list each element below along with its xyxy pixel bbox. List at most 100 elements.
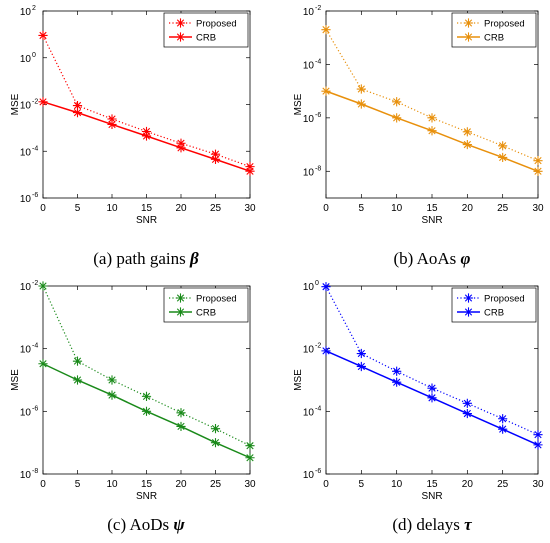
data-point <box>72 100 83 111</box>
data-point <box>175 32 186 42</box>
data-point <box>498 152 508 163</box>
data-point <box>210 424 221 434</box>
caption-symbol: ψ <box>173 515 185 534</box>
x-tick-label: 20 <box>462 203 474 214</box>
data-point <box>533 440 543 450</box>
x-tick-label: 0 <box>323 203 329 214</box>
legend: Proposed CRB <box>163 287 249 323</box>
data-point <box>176 421 186 432</box>
legend-label: Proposed <box>196 294 237 305</box>
data-point <box>72 375 83 385</box>
x-tick-label: 30 <box>532 479 544 490</box>
data-point <box>210 149 221 159</box>
data-point <box>356 361 366 372</box>
y-tick-label: 10 <box>20 194 32 205</box>
x-tick-label: 10 <box>391 479 403 490</box>
data-point <box>427 126 437 136</box>
data-point <box>463 307 474 317</box>
y-tick-exponent: -6 <box>32 405 38 412</box>
x-tick-label: 30 <box>244 203 256 214</box>
x-tick-label: 10 <box>106 479 118 490</box>
data-point <box>356 348 366 359</box>
x-axis-label: SNR <box>421 215 442 226</box>
data-point <box>107 375 117 385</box>
data-point <box>498 414 508 424</box>
data-point <box>321 346 331 356</box>
y-tick-exponent: -2 <box>32 99 38 106</box>
legend: Proposed CRB <box>451 12 537 48</box>
data-point <box>210 438 221 448</box>
data-point <box>427 113 437 123</box>
data-point <box>462 139 472 150</box>
legend: Proposed CRB <box>163 12 249 48</box>
data-point <box>356 99 366 109</box>
x-tick-label: 25 <box>497 479 509 490</box>
data-point <box>321 25 331 35</box>
caption-symbol: β <box>189 249 199 268</box>
data-point <box>462 398 472 408</box>
data-point <box>462 127 472 137</box>
legend-label: Proposed <box>196 19 237 30</box>
panel-caption: (d) delays τ <box>392 515 472 534</box>
data-point <box>392 377 402 387</box>
y-tick-exponent: -2 <box>32 280 38 287</box>
caption-symbol: τ <box>464 515 472 534</box>
legend-label: Proposed <box>484 19 525 30</box>
x-tick-label: 25 <box>210 203 222 214</box>
y-tick-label: 10 <box>303 407 315 418</box>
y-tick-exponent: -2 <box>315 343 321 350</box>
x-axis-label: SNR <box>136 215 157 226</box>
data-point <box>356 84 366 94</box>
panel-caption: (c) AoDs ψ <box>107 515 185 534</box>
x-tick-label: 10 <box>391 203 403 214</box>
y-tick-exponent: 0 <box>32 52 36 59</box>
y-tick-label: 10 <box>20 470 32 481</box>
caption-text: (a) path gains <box>93 249 190 268</box>
legend-box <box>163 287 249 323</box>
y-axis-label: MSE <box>293 369 304 391</box>
y-tick-exponent: -4 <box>32 145 38 152</box>
y-tick-exponent: -6 <box>32 192 38 199</box>
y-axis-label: MSE <box>293 93 304 115</box>
data-point <box>392 97 402 107</box>
caption-text: (c) AoDs <box>107 515 173 534</box>
caption-symbol: φ <box>461 249 471 268</box>
y-tick-label: 10 <box>303 282 315 293</box>
data-point <box>321 282 331 292</box>
y-tick-label: 10 <box>303 7 315 18</box>
y-tick-label: 10 <box>20 101 32 112</box>
x-tick-label: 5 <box>359 479 365 490</box>
data-point <box>210 154 221 164</box>
data-point <box>72 356 83 366</box>
x-tick-label: 25 <box>210 479 222 490</box>
data-point <box>245 166 255 176</box>
data-point <box>175 18 186 28</box>
data-point <box>392 113 402 123</box>
data-point <box>107 390 117 400</box>
data-point <box>141 406 152 416</box>
y-tick-label: 10 <box>303 60 315 71</box>
data-point <box>175 293 186 303</box>
y-tick-label: 10 <box>20 407 32 418</box>
y-tick-label: 10 <box>20 345 32 356</box>
x-tick-label: 10 <box>106 203 118 214</box>
y-tick-exponent: 0 <box>315 280 319 287</box>
data-point <box>463 293 474 303</box>
data-point <box>321 86 331 96</box>
x-tick-label: 20 <box>175 479 187 490</box>
panel-caption: (a) path gains β <box>93 249 199 268</box>
y-tick-label: 10 <box>20 7 32 18</box>
x-tick-label: 15 <box>141 203 153 214</box>
data-point <box>176 143 186 153</box>
data-point <box>533 430 543 440</box>
data-point <box>245 441 255 451</box>
legend-label: CRB <box>196 33 216 44</box>
y-tick-exponent: -8 <box>32 468 38 475</box>
y-tick-exponent: -6 <box>315 468 321 475</box>
data-point <box>463 18 474 28</box>
data-point <box>427 383 437 393</box>
